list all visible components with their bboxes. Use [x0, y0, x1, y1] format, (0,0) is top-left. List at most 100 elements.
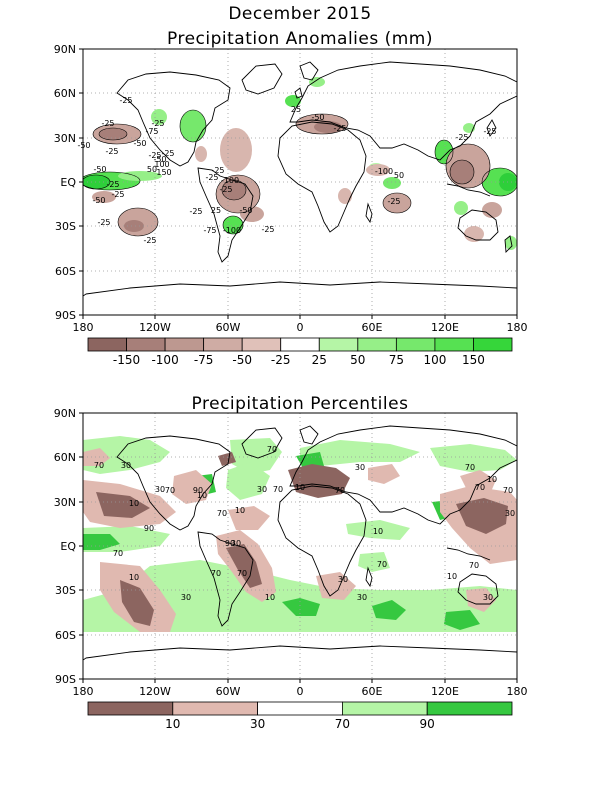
lon-label: 120W — [139, 321, 171, 334]
colorbar-label: -75 — [194, 353, 214, 367]
colorbar-label: -100 — [151, 353, 178, 367]
colorbar-swatch — [257, 701, 343, 716]
colorbar-label: 150 — [462, 353, 485, 367]
contour-label: 10 — [295, 483, 305, 492]
contour-label: 10 — [235, 506, 245, 515]
contour-label: 70 — [267, 445, 277, 454]
lat-label: 60N — [54, 451, 76, 464]
contour-label: -25 — [143, 236, 156, 245]
contour-label: 30 — [155, 485, 165, 494]
colorbar-swatch — [203, 337, 243, 352]
colorbar-swatch — [87, 337, 127, 352]
colorbar-label: -25 — [271, 353, 291, 367]
lon-label: 120W — [139, 685, 171, 698]
colorbar-label: 50 — [350, 353, 365, 367]
lon-label: 60E — [362, 321, 383, 334]
lon-label: 60W — [216, 321, 241, 334]
colorbar-label: 25 — [312, 353, 327, 367]
contour-label: 30 — [338, 575, 348, 584]
contour-label: 150 — [156, 168, 171, 177]
panel2-lat-labels: 90N 60N 30N EQ 30S 60S 90S — [54, 407, 77, 686]
contour-label: 25 — [211, 206, 221, 215]
panel2-coastlines — [83, 425, 517, 679]
contour-label: 70 — [113, 549, 123, 558]
colorbar-label: 10 — [165, 717, 180, 731]
contour-label: 30 — [121, 461, 131, 470]
panel1-ticks — [79, 48, 518, 319]
contour-label: 70 — [469, 561, 479, 570]
lat-label: 60N — [54, 87, 76, 100]
contour-label: -25 — [111, 190, 124, 199]
lat-label: 90N — [54, 43, 76, 56]
colorbar-swatch — [318, 337, 359, 352]
colorbar-swatch — [434, 337, 474, 352]
lon-label: 0 — [297, 321, 304, 334]
contour-label: 30 — [357, 593, 367, 602]
colorbar-label: -150 — [113, 353, 140, 367]
panel1-colorbar — [87, 337, 513, 352]
colorbar-label: -50 — [232, 353, 252, 367]
contour-label: 70 — [211, 569, 221, 578]
contour-label: 70 — [335, 486, 345, 495]
contour-label: -25 — [205, 173, 218, 182]
contour-label: -25 — [455, 133, 468, 142]
panel1-map: -25-50-25 -25-75-50-25 -25-50-25-50 5010015… — [54, 43, 528, 334]
panel2-lon-labels: 180 120W 60W 0 60E 120E 180 — [73, 685, 528, 698]
figure-title: December 2015 — [228, 4, 372, 24]
contour-label: -25 — [101, 119, 114, 128]
colorbar-swatch — [126, 337, 166, 352]
panel2-percentile-shading — [83, 436, 517, 632]
colorbar-swatch — [341, 701, 428, 716]
contour-label: 70 — [377, 560, 387, 569]
contour-label: -25 — [148, 151, 161, 160]
lat-label: 90N — [54, 407, 76, 420]
colorbar-swatch — [426, 701, 513, 716]
colorbar-swatch — [395, 337, 436, 352]
contour-label: -100 — [375, 167, 393, 176]
lon-label: 180 — [507, 321, 528, 334]
panel1-contour-labels: -25-50-25 -25-75-50-25 -25-50-25-50 5010015… — [77, 96, 496, 245]
contour-label: 10 — [487, 475, 497, 484]
colorbar-label: 90 — [420, 717, 435, 731]
panel2-colorbar-labels: 10 30 70 90 — [165, 717, 435, 731]
contour-label: -25 — [119, 96, 132, 105]
colorbar-label: 100 — [423, 353, 446, 367]
colorbar-swatch — [357, 337, 397, 352]
contour-label: -100 — [221, 176, 239, 185]
contour-label: 70 — [165, 486, 175, 495]
panel1-contours — [83, 109, 517, 237]
lat-label: 30S — [55, 584, 76, 597]
colorbar-label: 75 — [389, 353, 404, 367]
contour-label: 70 — [475, 483, 485, 492]
contour-label: -50 — [153, 155, 166, 164]
contour-label: -50 — [93, 165, 106, 174]
contour-label: 10 — [197, 491, 207, 500]
contour-label: -50 — [92, 196, 105, 205]
contour-label: -25 — [333, 124, 346, 133]
contour-label: 10 — [373, 527, 383, 536]
lon-label: 180 — [507, 685, 528, 698]
contour-label: -25 — [219, 185, 232, 194]
contour-label: 10 — [129, 573, 139, 582]
contour-label: 30 — [231, 539, 241, 548]
panel2-title: Precipitation Percentiles — [191, 394, 409, 414]
lat-label: 30N — [54, 496, 76, 509]
colorbar-label: 30 — [250, 717, 265, 731]
lon-label: 120E — [431, 321, 459, 334]
contour-label: 30 — [257, 485, 267, 494]
contour-label: 30 — [181, 593, 191, 602]
contour-label: 90 — [193, 486, 203, 495]
lat-label: 60S — [55, 629, 76, 642]
contour-label: 90 — [144, 524, 154, 533]
contour-label: 10 — [129, 499, 139, 508]
contour-label: 30 — [483, 593, 493, 602]
panel1-coastlines — [83, 61, 517, 315]
contour-label: 70 — [465, 463, 475, 472]
panel1-grid — [83, 49, 517, 315]
colorbar-swatch — [87, 701, 174, 716]
contour-label: -25 — [105, 147, 118, 156]
lon-label: 120E — [431, 685, 459, 698]
